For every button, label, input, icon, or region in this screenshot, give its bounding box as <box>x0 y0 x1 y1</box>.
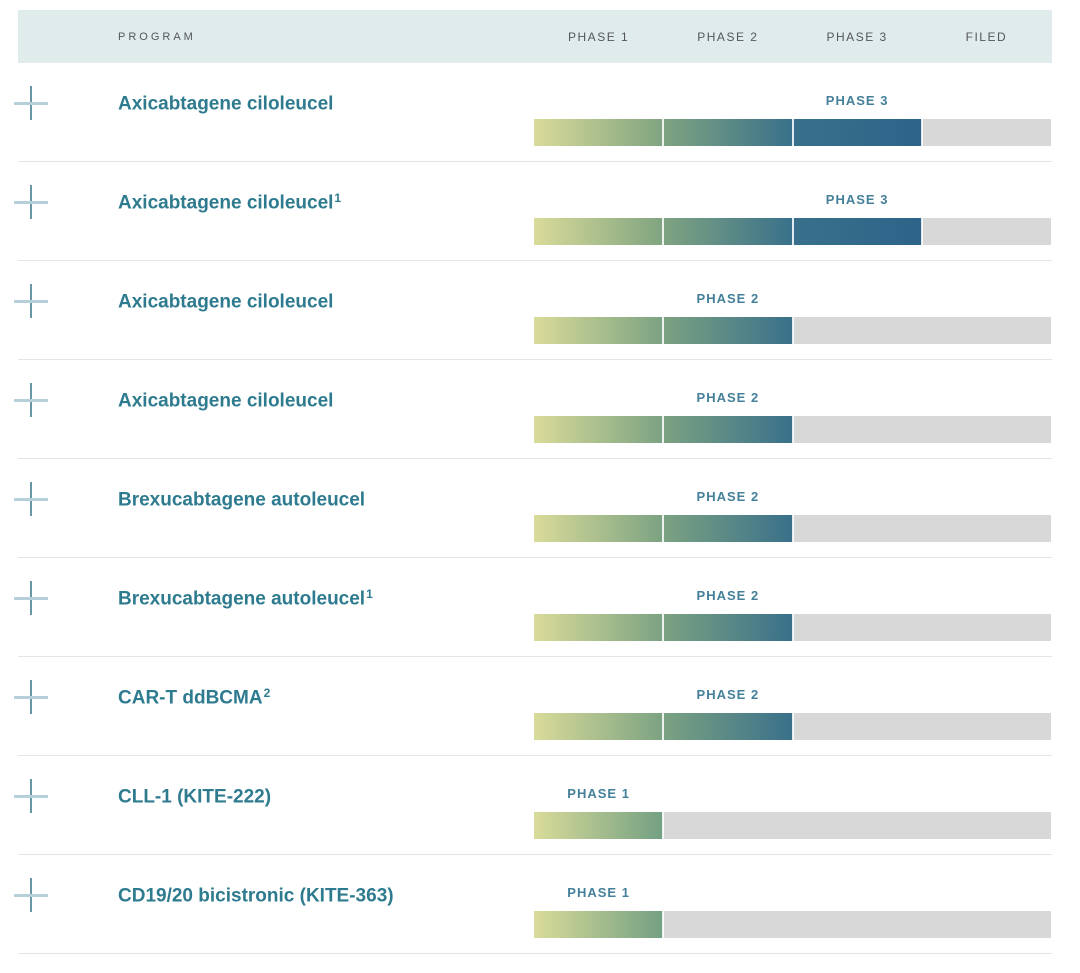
program-name-text: CAR-T ddBCMA <box>118 687 263 709</box>
phase-fill <box>534 218 922 245</box>
phase-label: PHASE 2 <box>696 390 760 405</box>
program-name[interactable]: CD19/20 bicistronic (KITE-363) <box>118 883 395 907</box>
program-name[interactable]: Axicabtagene ciloleucel1 <box>118 190 341 214</box>
program-name[interactable]: CAR-T ddBCMA2 <box>118 685 270 709</box>
pipeline-row: CLL-1 (KITE-222) PHASE 1 <box>0 756 1080 855</box>
expand-plus-icon[interactable] <box>14 779 48 813</box>
phase-progress-bar: PHASE 2 <box>534 489 1051 542</box>
phase-fill <box>534 911 664 938</box>
program-name-text: CD19/20 bicistronic (KITE-363) <box>118 885 394 907</box>
pipeline-row: CAR-T ddBCMA2 PHASE 2 <box>0 657 1080 756</box>
pipeline-row: Brexucabtagene autoleucel PHASE 2 <box>0 459 1080 558</box>
phase-label: PHASE 2 <box>696 687 760 702</box>
program-name-text: Axicabtagene ciloleucel <box>118 390 334 412</box>
pipeline-row: Axicabtagene ciloleucel PHASE 3 <box>0 63 1080 162</box>
program-name-text: Axicabtagene ciloleucel <box>118 93 334 115</box>
expand-plus-icon[interactable] <box>14 482 48 516</box>
phase-track <box>534 812 1051 839</box>
program-name[interactable]: CLL-1 (KITE-222) <box>118 784 272 808</box>
expand-plus-icon[interactable] <box>14 581 48 615</box>
phase-progress-bar: PHASE 1 <box>534 786 1051 839</box>
program-name[interactable]: Axicabtagene ciloleucel <box>118 91 334 115</box>
column-header-phase-2: PHASE 2 <box>697 29 759 44</box>
phase-progress-bar: PHASE 3 <box>534 93 1051 146</box>
pipeline-row: CD19/20 bicistronic (KITE-363) PHASE 1 <box>0 855 1080 954</box>
footnote-superscript: 1 <box>366 587 373 601</box>
program-name-text: Brexucabtagene autoleucel <box>118 489 366 511</box>
pipeline-row: Brexucabtagene autoleucel1 PHASE 2 <box>0 558 1080 657</box>
pipeline-row: Axicabtagene ciloleucel PHASE 2 <box>0 261 1080 360</box>
phase-label: PHASE 1 <box>567 885 630 900</box>
program-name-text: Axicabtagene ciloleucel <box>118 192 334 214</box>
expand-plus-icon[interactable] <box>14 680 48 714</box>
phase-progress-bar: PHASE 2 <box>534 390 1051 443</box>
program-name-text: Brexucabtagene autoleucel <box>118 588 366 610</box>
program-name-text: CLL-1 (KITE-222) <box>118 786 272 808</box>
column-header-filed: FILED <box>965 29 1008 44</box>
phase-track <box>534 416 1051 443</box>
phase-label: PHASE 2 <box>696 489 760 504</box>
phase-track <box>534 317 1051 344</box>
program-name[interactable]: Brexucabtagene autoleucel <box>118 487 366 511</box>
program-name[interactable]: Axicabtagene ciloleucel <box>118 388 334 412</box>
phase-fill <box>534 812 664 839</box>
program-name[interactable]: Brexucabtagene autoleucel1 <box>118 586 373 610</box>
expand-plus-icon[interactable] <box>14 878 48 912</box>
phase-column-headers: PHASE 1 PHASE 2 PHASE 3 FILED <box>534 10 1051 63</box>
phase-progress-bar: PHASE 3 <box>534 192 1051 245</box>
phase-track <box>534 515 1051 542</box>
phase-progress-bar: PHASE 2 <box>534 291 1051 344</box>
column-header-phase-1: PHASE 1 <box>568 29 630 44</box>
phase-track <box>534 713 1051 740</box>
phase-progress-bar: PHASE 2 <box>534 588 1051 641</box>
footnote-superscript: 2 <box>263 686 271 700</box>
phase-label: PHASE 2 <box>696 291 760 306</box>
phase-track <box>534 218 1051 245</box>
pipeline-table: PROGRAM PHASE 1 PHASE 2 PHASE 3 FILED Ax… <box>0 10 1080 954</box>
phase-progress-bar: PHASE 1 <box>534 885 1051 938</box>
expand-plus-icon[interactable] <box>14 383 48 417</box>
expand-plus-icon[interactable] <box>14 284 48 318</box>
phase-track <box>534 911 1051 938</box>
table-header: PROGRAM PHASE 1 PHASE 2 PHASE 3 FILED <box>18 10 1052 63</box>
phase-progress-bar: PHASE 2 <box>534 687 1051 740</box>
phase-label: PHASE 3 <box>825 93 889 108</box>
program-name[interactable]: Axicabtagene ciloleucel <box>118 289 334 313</box>
phase-label: PHASE 3 <box>825 192 889 207</box>
phase-label: PHASE 2 <box>696 588 760 603</box>
phase-fill <box>534 119 922 146</box>
expand-plus-icon[interactable] <box>14 86 48 120</box>
program-column-header: PROGRAM <box>118 30 196 43</box>
phase-track <box>534 119 1051 146</box>
footnote-superscript: 1 <box>334 191 342 205</box>
pipeline-row: Axicabtagene ciloleucel1 PHASE 3 <box>0 162 1080 261</box>
expand-plus-icon[interactable] <box>14 185 48 219</box>
program-name-text: Axicabtagene ciloleucel <box>118 291 334 313</box>
pipeline-row: Axicabtagene ciloleucel PHASE 2 <box>0 360 1080 459</box>
phase-track <box>534 614 1051 641</box>
phase-label: PHASE 1 <box>567 786 630 801</box>
column-header-phase-3: PHASE 3 <box>826 29 888 44</box>
